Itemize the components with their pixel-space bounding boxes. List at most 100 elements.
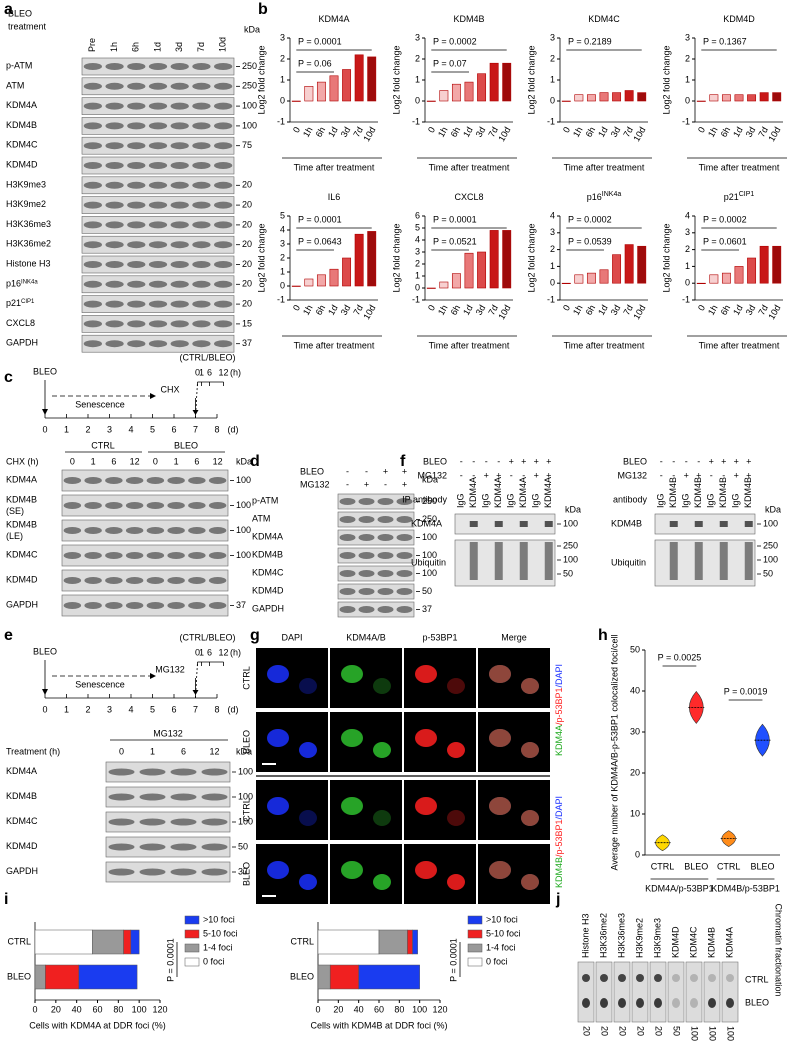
chart-title: CXCL8 [454, 192, 483, 202]
blot-band [125, 552, 144, 559]
blot-strip [577, 961, 595, 1023]
blot-band [188, 602, 206, 609]
y-tick-label: 3 [415, 246, 420, 256]
x-tick-label: 1h [301, 125, 315, 139]
lane-label: 0 [70, 456, 75, 466]
row-label: KDM4A [411, 518, 442, 528]
bar [599, 92, 609, 102]
row-label: p16INK4a [6, 279, 38, 289]
nucleus [267, 861, 289, 879]
x-tick-label: 60 [374, 1004, 384, 1014]
blot-band [167, 527, 185, 534]
arrowhead [150, 393, 156, 399]
day-label: 0 [42, 704, 47, 714]
header-label: BLEO [623, 456, 647, 466]
bar [464, 252, 474, 289]
blot-band [105, 261, 124, 268]
blot-band [148, 63, 168, 70]
bar [696, 100, 706, 102]
blot-strip [337, 583, 415, 600]
row-name: ATM [252, 514, 270, 524]
x-tick-label: 6h [449, 303, 463, 317]
blot-band [83, 261, 102, 268]
panel-label: b [258, 1, 268, 18]
kda-label: 100 [422, 532, 437, 542]
legend-label: 0 foci [203, 956, 225, 966]
y-tick-label: 40 [630, 685, 640, 695]
blot-smear [719, 521, 728, 527]
x-tick-label: 1d [326, 125, 340, 139]
annotation: P = 0.1367 [703, 36, 747, 46]
nucleus [299, 874, 317, 890]
x-axis-label: Time after treatment [699, 162, 780, 172]
day-label: 4 [128, 704, 133, 714]
blot-band [192, 241, 211, 249]
bar [291, 100, 301, 102]
chart-title: IL6 [328, 192, 341, 202]
y-tick-label: 0 [415, 282, 420, 292]
y-axis-label: Log2 fold change [391, 45, 401, 114]
kda-label: 20 [636, 1026, 646, 1036]
kda-label: 100 [708, 1026, 718, 1041]
y-tick-label: 5 [280, 210, 285, 220]
row-name: H3K9me2 [6, 199, 46, 209]
kda-label: 100 [563, 518, 578, 528]
blot-strip [337, 547, 415, 564]
blot-band [358, 588, 375, 595]
blot-band [208, 552, 227, 559]
blot-band [84, 502, 102, 509]
blot-smear [694, 542, 703, 580]
kda-label: 20 [242, 219, 252, 229]
lane-label: 0 [119, 746, 124, 756]
blot-band [208, 527, 227, 534]
x-tick-label: 7d [351, 303, 365, 317]
sign: - [497, 456, 500, 466]
sign: - [672, 470, 675, 480]
blot-band [377, 534, 394, 541]
x-tick-label: CTRL [651, 861, 675, 871]
y-tick-label: 6 [415, 210, 420, 220]
title-superscript: CIP1 [739, 191, 755, 198]
kda-label: 100 [422, 568, 437, 578]
blot-band [377, 588, 394, 595]
blot-band [108, 818, 135, 826]
panel-label: d [250, 453, 260, 470]
bar [709, 274, 719, 284]
blot-strip [337, 565, 415, 582]
lane-label: 12 [213, 456, 223, 466]
blot-band [105, 502, 123, 509]
row-label: KDM4C [252, 568, 284, 578]
micrograph [404, 844, 476, 904]
header-label: BLEO [423, 456, 447, 466]
bar [624, 90, 634, 102]
bar [561, 282, 571, 285]
y-tick-label: 3 [550, 32, 555, 42]
blot-band [139, 818, 166, 826]
blot-band [208, 502, 227, 509]
y-tick-label: 4 [550, 210, 555, 220]
y-tick-label: 1 [550, 261, 555, 271]
y-tick-label: 1 [415, 74, 420, 84]
antibody: KDM4B [718, 477, 728, 508]
blot-band [600, 998, 608, 1008]
x-tick-label: 6h [449, 125, 463, 139]
blot-band [170, 221, 189, 229]
bar-segment [317, 929, 380, 955]
kda-label: 50 [763, 568, 773, 578]
blot-band [358, 606, 375, 613]
kda-label: 15 [242, 318, 252, 328]
y-axis-label: Log2 fold change [526, 45, 536, 114]
blot-band [214, 102, 233, 110]
blot-strip [337, 511, 415, 528]
blot-band [146, 602, 165, 609]
nucleus [373, 678, 391, 694]
row-label: BLEO [241, 730, 251, 754]
section-title: Chromatin fractionation [774, 903, 784, 996]
blot-band [83, 82, 102, 90]
y-tick-label: 4 [415, 234, 420, 244]
legend-swatch [467, 957, 483, 967]
nucleus [341, 861, 363, 879]
x-tick-label: 7d [756, 125, 770, 139]
blot-band [148, 201, 168, 209]
row-label: GAPDH [6, 600, 38, 610]
